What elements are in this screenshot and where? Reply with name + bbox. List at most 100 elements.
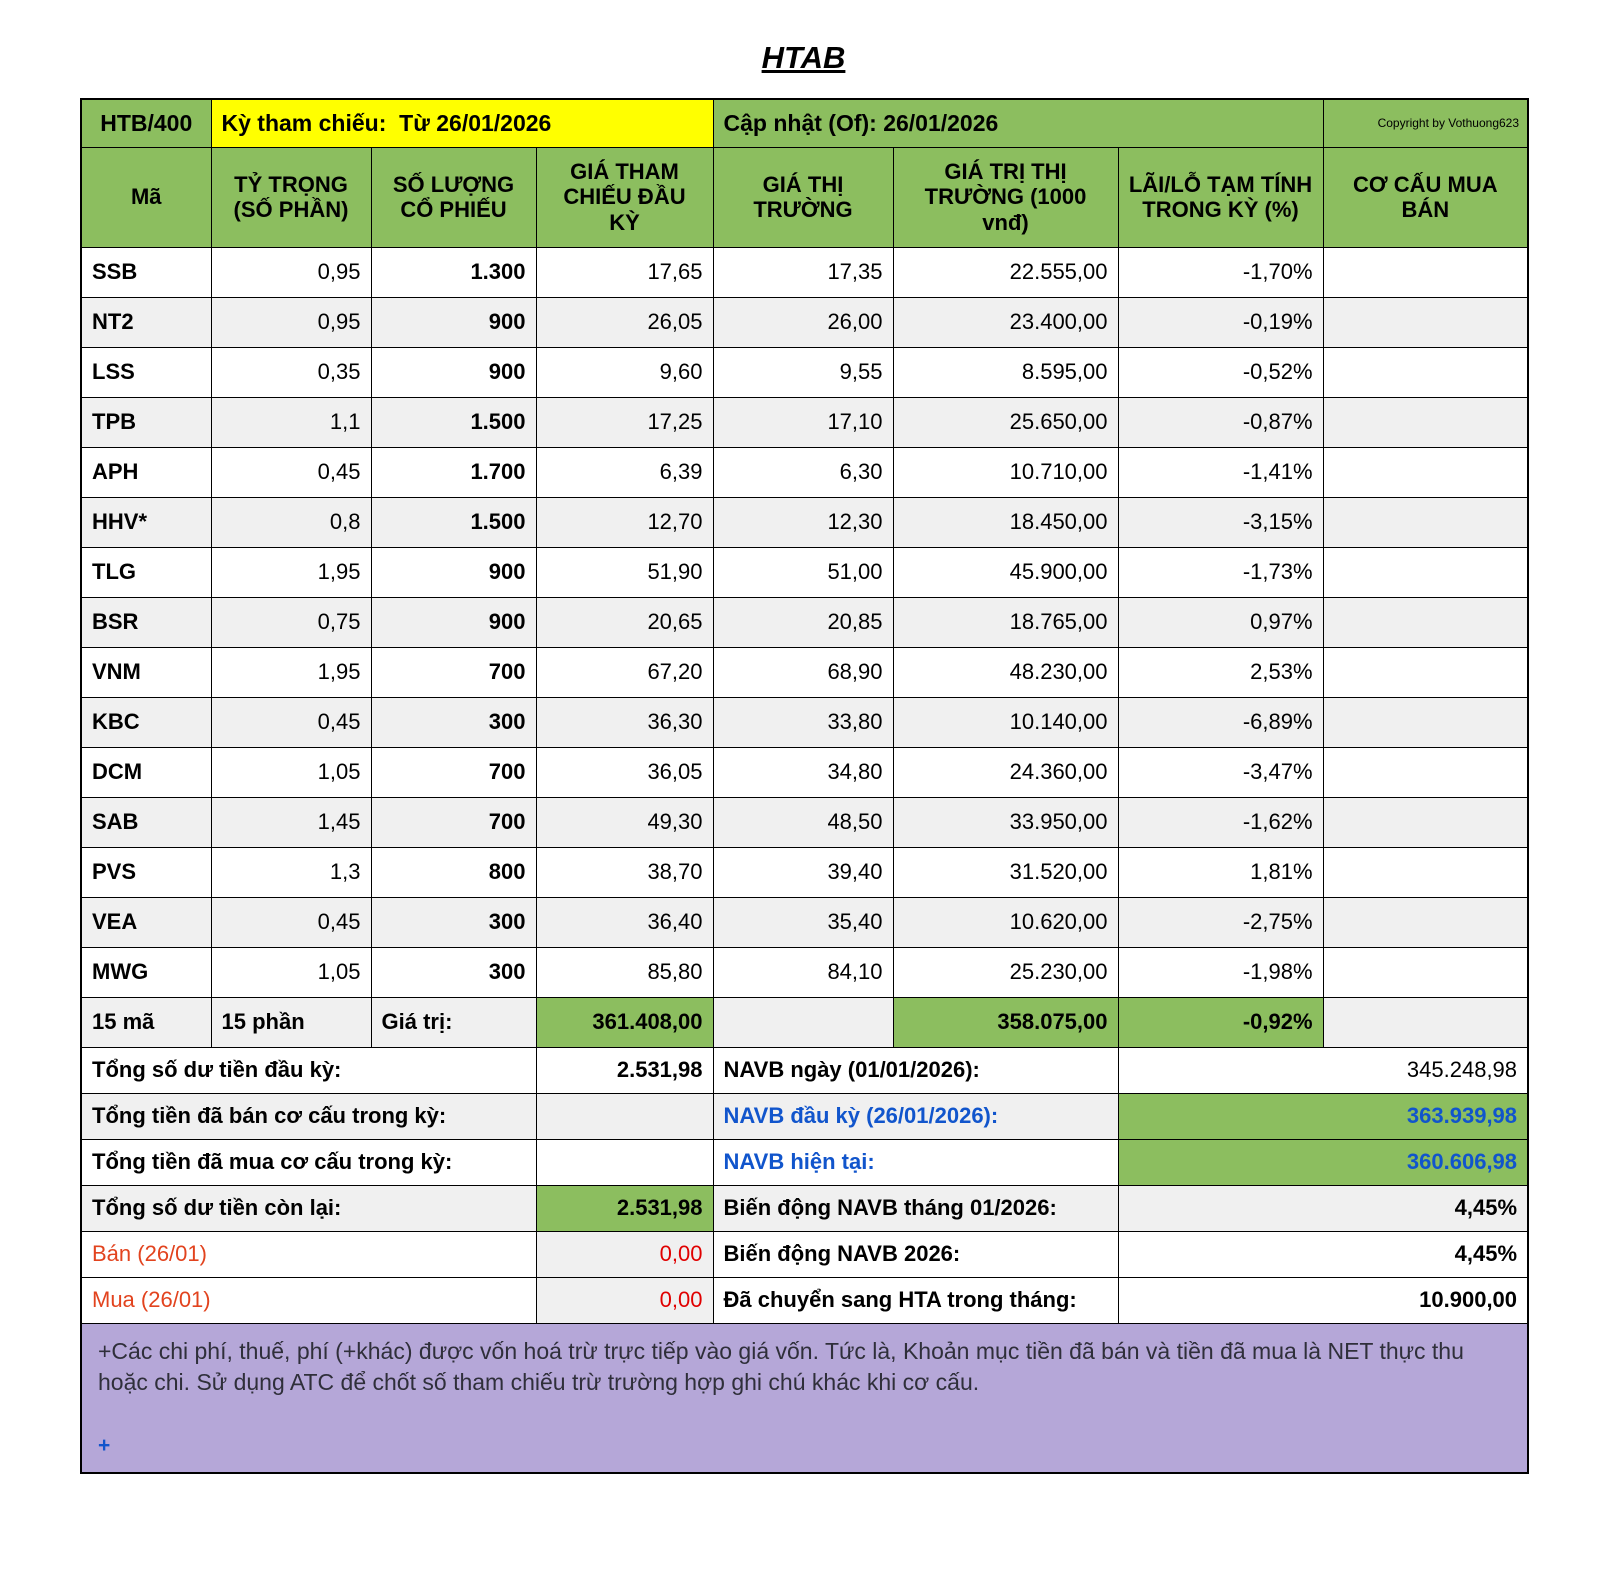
- cell-ref-price: 36,05: [535, 746, 714, 798]
- stock-row: DCM 1,05 700 36,05 34,80 24.360,00 -3,47…: [80, 746, 1529, 798]
- row-sell-today: Bán (26/01) 0,00 Biến động NAVB 2026: 4,…: [80, 1230, 1529, 1278]
- column-header-pnl: LÃI/LỖ TẠM TÍNH TRONG KỲ (%): [1117, 146, 1324, 248]
- stock-row: SAB 1,45 700 49,30 48,50 33.950,00 -1,62…: [80, 796, 1529, 848]
- cell-pnl: 1,81%: [1117, 846, 1324, 898]
- column-header-market-price: GIÁ THỊ TRƯỜNG: [712, 146, 894, 248]
- footnote-plus: +: [98, 1433, 111, 1457]
- cell-market-price: 6,30: [712, 446, 894, 498]
- cell-quantity: 700: [370, 746, 537, 798]
- portfolio-table: HTB/400 Kỳ tham chiếu: Từ 26/01/2026 Cập…: [80, 98, 1530, 1474]
- cell-market-price: 20,85: [712, 596, 894, 648]
- row-buy-today: Mua (26/01) 0,00 Đã chuyển sang HTA tron…: [80, 1276, 1529, 1324]
- cell-ticker: VEA: [80, 896, 212, 948]
- cell-market-price: 33,80: [712, 696, 894, 748]
- navb-start-label: NAVB đầu kỳ (26/01/2026):: [712, 1092, 1119, 1140]
- row-cash-bought: Tổng tiền đã mua cơ cấu trong kỳ: NAVB h…: [80, 1138, 1529, 1186]
- footnote: +Các chi phí, thuế, phí (+khác) được vốn…: [80, 1322, 1529, 1474]
- stock-tbody: SSB 0,95 1.300 17,65 17,35 22.555,00 -1,…: [80, 246, 1529, 998]
- row-cash-remaining: Tổng số dư tiền còn lại: 2.531,98 Biến đ…: [80, 1184, 1529, 1232]
- cell-quantity: 700: [370, 646, 537, 698]
- cell-pnl: -0,87%: [1117, 396, 1324, 448]
- cell-weight: 0,35: [210, 346, 372, 398]
- cell-pnl: -1,70%: [1117, 246, 1324, 298]
- cell-ref-price: 38,70: [535, 846, 714, 898]
- cell-market-price: 17,35: [712, 246, 894, 298]
- stock-row: APH 0,45 1.700 6,39 6,30 10.710,00 -1,41…: [80, 446, 1529, 498]
- summary-value-label: Giá trị:: [370, 996, 537, 1048]
- cell-quantity: 300: [370, 896, 537, 948]
- cell-market-value: 48.230,00: [892, 646, 1119, 698]
- buy-today-label: Mua (26/01): [80, 1276, 537, 1324]
- navb-start-value: 363.939,98: [1117, 1092, 1529, 1140]
- cell-ticker: NT2: [80, 296, 212, 348]
- cell-market-value: 22.555,00: [892, 246, 1119, 298]
- cell-pnl: -1,98%: [1117, 946, 1324, 998]
- cell-ref-price: 26,05: [535, 296, 714, 348]
- cell-ticker: MWG: [80, 946, 212, 998]
- cell-quantity: 700: [370, 796, 537, 848]
- summary-ref-total: 361.408,00: [535, 996, 714, 1048]
- stock-row: TPB 1,1 1.500 17,25 17,10 25.650,00 -0,8…: [80, 396, 1529, 448]
- row-cash-sold: Tổng tiền đã bán cơ cấu trong kỳ: NAVB đ…: [80, 1092, 1529, 1140]
- navb-month-change-value: 4,45%: [1117, 1184, 1529, 1232]
- cell-market-price: 17,10: [712, 396, 894, 448]
- cell-quantity: 900: [370, 296, 537, 348]
- cell-market-price: 84,10: [712, 946, 894, 998]
- sell-today-value: 0,00: [535, 1230, 714, 1278]
- cell-market-value: 10.710,00: [892, 446, 1119, 498]
- cell-rebalance: [1322, 946, 1529, 998]
- cell-rebalance: [1322, 596, 1529, 648]
- copyright-note: Copyright by Vothuong623: [1322, 98, 1529, 148]
- stock-row: MWG 1,05 300 85,80 84,10 25.230,00 -1,98…: [80, 946, 1529, 998]
- navb-date-label: NAVB ngày (01/01/2026):: [712, 1046, 1119, 1094]
- cell-market-price: 9,55: [712, 346, 894, 398]
- cell-rebalance: [1322, 846, 1529, 898]
- cell-ticker: HHV*: [80, 496, 212, 548]
- cell-market-value: 18.450,00: [892, 496, 1119, 548]
- cell-market-price: 68,90: [712, 646, 894, 698]
- cell-pnl: 2,53%: [1117, 646, 1324, 698]
- cell-rebalance: [1322, 796, 1529, 848]
- navb-current-label: NAVB hiện tại:: [712, 1138, 1119, 1186]
- stock-row: VEA 0,45 300 36,40 35,40 10.620,00 -2,75…: [80, 896, 1529, 948]
- cell-market-price: 34,80: [712, 746, 894, 798]
- cell-rebalance: [1322, 296, 1529, 348]
- cell-ref-price: 12,70: [535, 496, 714, 548]
- cell-quantity: 1.300: [370, 246, 537, 298]
- cell-ref-price: 17,65: [535, 246, 714, 298]
- stock-row: SSB 0,95 1.300 17,65 17,35 22.555,00 -1,…: [80, 246, 1529, 298]
- cell-ticker: APH: [80, 446, 212, 498]
- column-header-rebalance: CƠ CẤU MUA BÁN: [1322, 146, 1529, 248]
- column-header-quantity: SỐ LƯỢNG CỔ PHIẾU: [370, 146, 537, 248]
- summary-pnl-total: -0,92%: [1117, 996, 1324, 1048]
- cell-weight: 0,8: [210, 496, 372, 548]
- cell-market-price: 48,50: [712, 796, 894, 848]
- row-cash-opening: Tổng số dư tiền đầu kỳ: 2.531,98 NAVB ng…: [80, 1046, 1529, 1094]
- cell-weight: 0,95: [210, 296, 372, 348]
- cell-market-value: 25.650,00: [892, 396, 1119, 448]
- sheet-code: HTB/400: [80, 98, 212, 148]
- stock-row: KBC 0,45 300 36,30 33,80 10.140,00 -6,89…: [80, 696, 1529, 748]
- cell-market-value: 10.140,00: [892, 696, 1119, 748]
- cell-quantity: 1.500: [370, 496, 537, 548]
- column-header-market-value: GIÁ TRỊ THỊ TRƯỜNG (1000 vnđ): [892, 146, 1119, 248]
- cell-market-value: 24.360,00: [892, 746, 1119, 798]
- transferred-hta-value: 10.900,00: [1117, 1276, 1529, 1324]
- cell-ref-price: 36,30: [535, 696, 714, 748]
- cell-ticker: SSB: [80, 246, 212, 298]
- cell-pnl: -2,75%: [1117, 896, 1324, 948]
- cell-ref-price: 6,39: [535, 446, 714, 498]
- cell-ticker: TLG: [80, 546, 212, 598]
- page-title: HTAB: [761, 40, 846, 75]
- cell-market-value: 45.900,00: [892, 546, 1119, 598]
- cell-quantity: 900: [370, 346, 537, 398]
- cell-weight: 1,3: [210, 846, 372, 898]
- cell-pnl: -3,15%: [1117, 496, 1324, 548]
- cell-ref-price: 20,65: [535, 596, 714, 648]
- column-header-weight: TỶ TRỌNG (SỐ PHẦN): [210, 146, 372, 248]
- cell-market-price: 12,30: [712, 496, 894, 548]
- stock-row: NT2 0,95 900 26,05 26,00 23.400,00 -0,19…: [80, 296, 1529, 348]
- cell-weight: 1,05: [210, 946, 372, 998]
- cell-rebalance: [1322, 496, 1529, 548]
- reference-period: Kỳ tham chiếu: Từ 26/01/2026: [210, 98, 714, 148]
